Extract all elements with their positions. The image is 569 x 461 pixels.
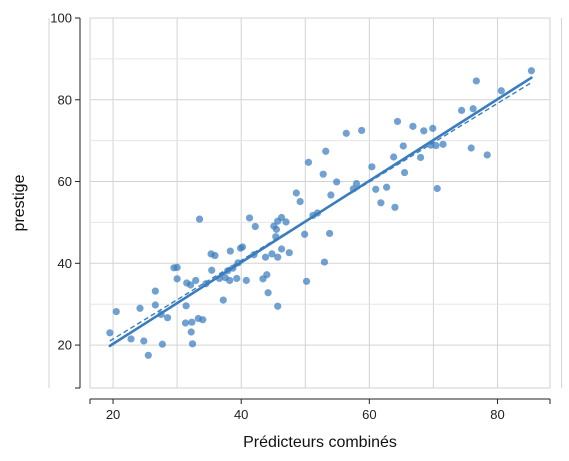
data-point <box>390 153 398 161</box>
data-point <box>472 77 480 85</box>
x-tick-label: 80 <box>490 407 504 422</box>
data-point <box>285 249 293 257</box>
data-point <box>226 247 234 255</box>
data-point <box>469 105 477 113</box>
x-axis-title: Prédicteurs combinés <box>243 434 397 451</box>
data-point <box>304 158 313 166</box>
data-point <box>219 296 227 304</box>
data-point <box>261 253 270 261</box>
data-points <box>106 67 536 359</box>
data-point <box>181 319 190 327</box>
data-point <box>264 289 272 297</box>
x-tick-label: 60 <box>362 407 376 422</box>
data-point <box>211 251 219 260</box>
data-point <box>187 328 195 336</box>
data-point <box>274 253 282 261</box>
data-point <box>186 281 195 289</box>
data-point <box>439 140 447 148</box>
data-point <box>457 106 466 114</box>
y-tick-label: 20 <box>58 338 72 353</box>
data-point <box>432 141 440 150</box>
data-point <box>182 302 190 310</box>
data-point <box>251 222 259 231</box>
fit-lines <box>108 76 533 348</box>
data-point <box>151 301 159 309</box>
data-point <box>302 277 311 285</box>
data-point <box>372 185 380 193</box>
data-point <box>151 287 159 295</box>
data-point <box>277 245 286 253</box>
data-point <box>238 243 247 251</box>
data-point <box>320 258 329 266</box>
data-point <box>383 183 391 191</box>
data-point <box>399 142 407 150</box>
data-point <box>188 340 197 348</box>
data-point <box>173 275 181 283</box>
x-tick-label: 20 <box>106 407 120 422</box>
data-point <box>433 184 441 193</box>
data-point <box>274 302 282 310</box>
data-point <box>342 129 350 137</box>
data-point <box>467 144 475 152</box>
axes <box>75 18 551 404</box>
data-point <box>420 127 428 135</box>
data-point <box>409 122 417 130</box>
data-point <box>163 314 172 322</box>
data-point <box>144 351 152 359</box>
y-tick-label: 60 <box>58 174 72 189</box>
data-point <box>233 274 241 283</box>
y-axis-title: prestige <box>11 174 28 231</box>
data-point <box>327 191 335 199</box>
plot-border <box>89 17 551 389</box>
data-point <box>263 271 271 279</box>
data-point <box>208 266 216 274</box>
data-point <box>301 230 309 238</box>
ticks: 20 40 60 80 100 20 40 60 80 <box>50 11 504 423</box>
x-tick-label: 40 <box>234 407 248 422</box>
data-point <box>352 179 361 188</box>
data-point <box>272 225 281 233</box>
data-point <box>393 117 402 126</box>
data-point <box>136 304 144 312</box>
data-point <box>377 199 385 207</box>
y-tick-label: 80 <box>58 92 72 107</box>
data-point <box>292 189 300 197</box>
data-point <box>173 263 181 271</box>
y-tick-label: 40 <box>58 256 72 271</box>
data-point <box>192 276 200 285</box>
data-point <box>400 168 409 177</box>
data-point <box>158 340 166 348</box>
data-point <box>140 337 148 345</box>
data-point <box>391 203 399 211</box>
data-point <box>416 153 425 162</box>
data-point <box>282 218 290 226</box>
data-point <box>199 316 207 324</box>
data-point <box>242 276 250 285</box>
grid <box>48 17 563 389</box>
data-point <box>483 151 491 159</box>
data-point <box>127 335 135 343</box>
data-point <box>226 276 234 285</box>
data-point <box>277 213 286 222</box>
data-point <box>296 197 304 206</box>
regression-line <box>108 76 533 348</box>
data-point <box>326 229 334 238</box>
data-point <box>268 250 276 258</box>
data-point <box>333 178 341 186</box>
data-point <box>188 318 196 326</box>
data-point <box>319 170 327 178</box>
data-point <box>527 67 536 75</box>
data-point <box>195 215 204 223</box>
data-point <box>112 307 120 316</box>
data-point <box>322 147 330 155</box>
data-point <box>358 126 366 135</box>
data-point <box>245 214 254 222</box>
data-point <box>368 163 376 171</box>
y-tick-label: 100 <box>50 11 72 26</box>
data-point <box>497 87 505 95</box>
smooth-line <box>109 81 532 342</box>
data-point <box>429 124 437 132</box>
data-point <box>106 329 114 337</box>
